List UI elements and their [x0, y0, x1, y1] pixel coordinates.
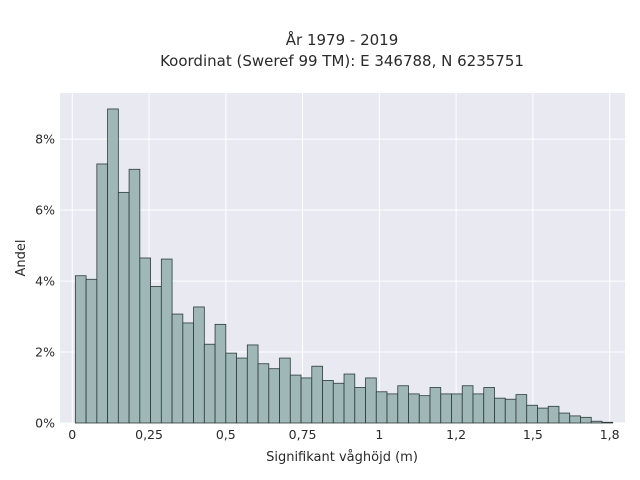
histogram-bar	[236, 357, 248, 424]
histogram-bar	[504, 398, 517, 424]
histogram-bar	[397, 385, 409, 424]
histogram-bar	[483, 387, 495, 424]
histogram-bar	[85, 278, 98, 424]
histogram-bar	[107, 108, 119, 424]
histogram-bar	[461, 385, 474, 424]
histogram-bar	[365, 377, 377, 424]
chart-title-line-1: År 1979 - 2019	[286, 30, 399, 49]
histogram-bar	[300, 377, 313, 424]
y-axis-label: Andel	[14, 240, 29, 277]
histogram-bar	[526, 404, 538, 424]
histogram-bar	[74, 275, 87, 424]
histogram-bar	[139, 257, 151, 424]
histogram-bar	[494, 397, 506, 424]
histogram-bar	[203, 343, 216, 424]
histogram-bar	[268, 368, 280, 424]
x-axis-label: Signifikant våghöjd (m)	[266, 450, 418, 465]
y-tick-label: 0%	[35, 416, 55, 431]
y-axis-ticks: 0% 2% 4% 6% 8%	[35, 132, 55, 431]
histogram-bar	[601, 421, 614, 424]
y-tick-label: 2%	[35, 345, 55, 360]
histogram-bar	[580, 416, 592, 424]
y-tick-label: 8%	[35, 132, 55, 147]
histogram-bar	[322, 380, 334, 424]
chart-title-line-2: Koordinat (Sweref 99 TM): E 346788, N 62…	[160, 52, 524, 70]
histogram-bar	[246, 344, 259, 424]
histogram-bar	[128, 168, 141, 424]
histogram-bar	[451, 393, 463, 424]
histogram-bar	[214, 323, 227, 424]
histogram-bar	[171, 313, 184, 424]
x-tick-label: 0	[68, 427, 76, 442]
histogram-bar	[429, 387, 442, 424]
histogram-bar	[150, 285, 162, 424]
histogram-bar	[408, 393, 420, 424]
histogram-bar	[569, 415, 581, 424]
x-tick-label: 1,2	[446, 427, 466, 442]
histogram-bar	[289, 374, 302, 424]
histogram-bar	[472, 393, 485, 424]
histogram-bar	[311, 365, 323, 424]
histogram-bar	[386, 393, 399, 424]
histogram-bar	[193, 306, 205, 424]
histogram-bar	[160, 258, 173, 424]
histogram-bar	[225, 352, 237, 424]
x-tick-label: 1	[375, 427, 383, 442]
histogram-bar	[547, 405, 560, 424]
x-tick-label: 1,5	[523, 427, 543, 442]
histogram-bar	[279, 357, 291, 424]
histogram-bar	[375, 391, 388, 424]
y-tick-label: 6%	[35, 203, 55, 218]
x-axis-ticks: 0 0,25 0,5 0,75 1 1,2 1,5 1,8	[68, 427, 619, 442]
y-tick-label: 4%	[35, 274, 55, 289]
x-tick-label: 0,25	[135, 427, 163, 442]
histogram-bar	[558, 412, 571, 424]
x-tick-label: 0,75	[289, 427, 317, 442]
histogram-bar	[515, 394, 528, 424]
histogram-bar	[354, 387, 366, 424]
x-tick-label: 1,8	[600, 427, 620, 442]
histogram-bar	[343, 373, 356, 424]
histogram-bar	[418, 395, 431, 424]
histogram-bar	[117, 191, 130, 424]
bars	[74, 108, 614, 424]
histogram-bar	[96, 163, 108, 424]
histogram-bar	[332, 382, 345, 424]
histogram-bar	[440, 393, 452, 424]
histogram-bar	[590, 420, 603, 424]
histogram-bar	[257, 363, 270, 424]
histogram-bar	[537, 407, 549, 424]
x-tick-label: 0,5	[216, 427, 236, 442]
histogram-bar	[182, 322, 194, 424]
